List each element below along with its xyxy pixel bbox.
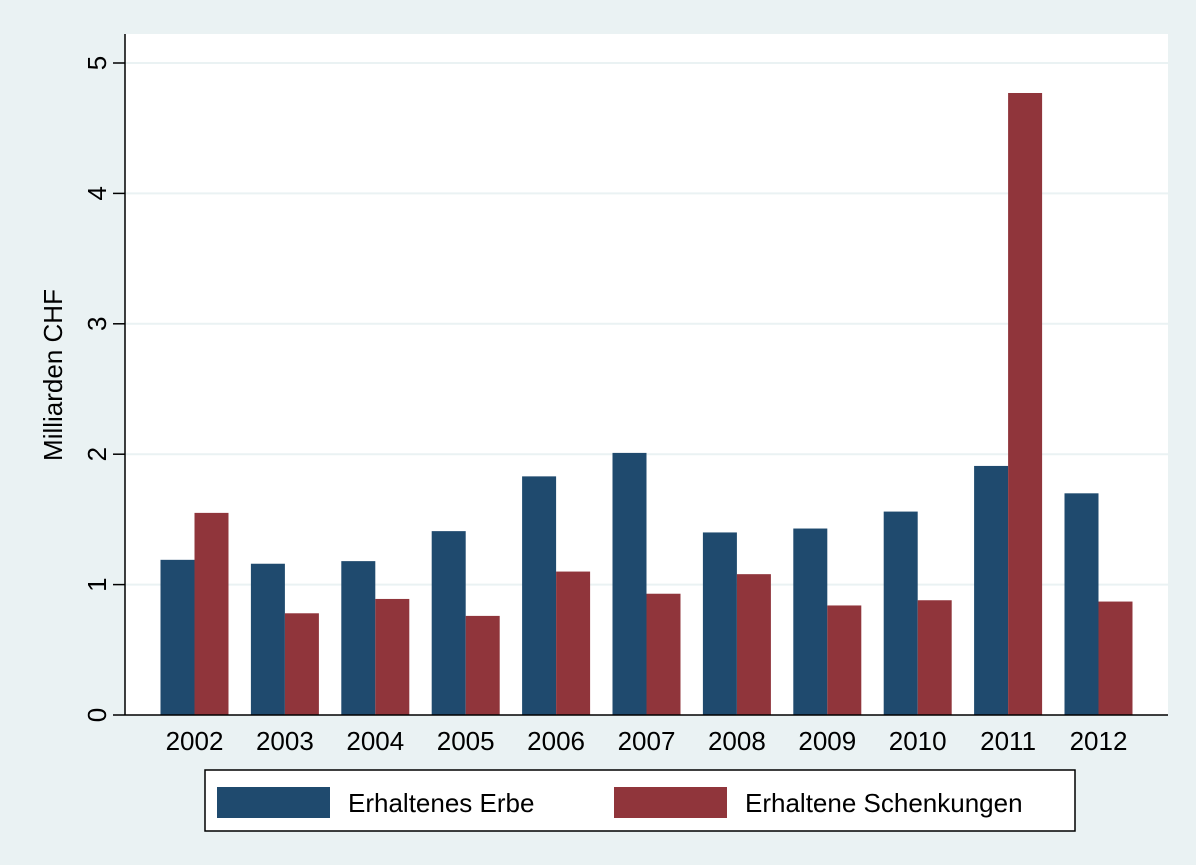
bar-erhaltene-schenkungen-2010 [917,600,952,715]
x-axis-ticks: 2002 2003 2004 2005 2006 2007 2008 2009 2010 2011… [166,726,1128,756]
legend-label-erhaltene-schenkungen: Erhaltene Schenkungen [745,788,1023,818]
x-tick-label-2006: 2006 [527,726,585,756]
bar-erhaltene-schenkungen-2005 [465,615,500,715]
legend-label-erhaltenes-erbe: Erhaltenes Erbe [348,788,534,818]
bar-erhaltenes-erbe-2004 [341,561,376,715]
bar-erhaltenes-erbe-2008 [702,532,737,715]
bar-erhaltene-schenkungen-2008 [736,574,771,715]
y-tick-label-0: 0 [82,708,112,722]
bar-erhaltene-schenkungen-2002 [194,512,229,715]
bar-erhaltenes-erbe-2012 [1064,493,1099,715]
x-tick-label-2002: 2002 [166,726,224,756]
legend-swatch-erhaltenes-erbe [217,787,330,818]
bar-erhaltenes-erbe-2006 [522,476,557,715]
bar-erhaltene-schenkungen-2004 [375,598,410,715]
bars [160,92,1133,715]
x-tick-label-2012: 2012 [1070,726,1128,756]
legend: Erhaltenes Erbe Erhaltene Schenkungen [204,769,1076,832]
bar-erhaltene-schenkungen-2006 [556,571,591,715]
bar-erhaltenes-erbe-2009 [793,528,828,715]
bar-erhaltenes-erbe-2005 [431,531,466,715]
bar-erhaltenes-erbe-2011 [974,465,1009,715]
x-tick-label-2009: 2009 [798,726,856,756]
legend-swatch-erhaltene-schenkungen [614,787,727,818]
y-tick-label-4: 4 [82,186,112,200]
y-tick-label-3: 3 [82,317,112,331]
bar-erhaltene-schenkungen-2009 [827,605,862,715]
x-tick-label-2007: 2007 [618,726,676,756]
x-tick-label-2010: 2010 [889,726,947,756]
bar-erhaltenes-erbe-2007 [612,452,647,715]
bar-erhaltene-schenkungen-2003 [284,613,319,715]
bar-erhaltene-schenkungen-2012 [1098,601,1133,715]
x-tick-label-2011: 2011 [980,726,1036,756]
y-tick-label-1: 1 [82,577,112,591]
y-axis-title: Milliarden CHF [38,289,68,461]
bar-erhaltenes-erbe-2002 [160,559,195,715]
bar-erhaltene-schenkungen-2007 [646,593,681,715]
x-tick-label-2004: 2004 [346,726,404,756]
x-tick-label-2003: 2003 [256,726,314,756]
y-tick-label-2: 2 [82,447,112,461]
x-tick-label-2005: 2005 [437,726,495,756]
y-tick-label-5: 5 [82,56,112,70]
y-axis-ticks: 0 1 2 3 4 5 [82,56,125,722]
bar-erhaltenes-erbe-2010 [883,511,918,715]
bar-erhaltenes-erbe-2003 [250,563,285,715]
axes [124,34,1168,716]
bar-erhaltene-schenkungen-2011 [1008,92,1043,715]
x-tick-label-2008: 2008 [708,726,766,756]
